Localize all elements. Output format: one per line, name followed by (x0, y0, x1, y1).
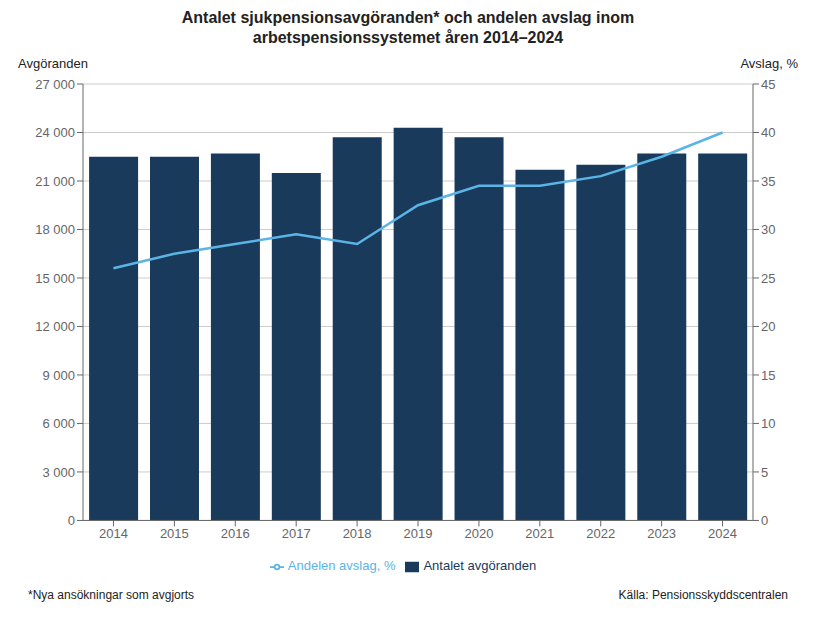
svg-text:0: 0 (761, 513, 768, 528)
svg-text:2022: 2022 (586, 526, 615, 541)
svg-text:2018: 2018 (343, 526, 372, 541)
svg-text:18 000: 18 000 (35, 222, 75, 237)
svg-text:30: 30 (761, 222, 775, 237)
html-text:*Nya ansökningar som avgjorts: *Nya ansökningar som avgjorts (28, 588, 195, 602)
svg-text:40: 40 (761, 125, 775, 140)
svg-text:3 000: 3 000 (42, 465, 75, 480)
svg-text:2017: 2017 (282, 526, 311, 541)
html-text:Antalet sjukpensionsavgöranden: Antalet sjukpensionsavgöranden* och ande… (181, 9, 635, 46)
svg-text:27 000: 27 000 (35, 77, 75, 92)
svg-text:15: 15 (761, 368, 775, 383)
svg-text:20: 20 (761, 319, 775, 334)
svg-text:15 000: 15 000 (35, 271, 75, 286)
svg-text:0: 0 (68, 513, 75, 528)
svg-text:2019: 2019 (404, 526, 433, 541)
svg-text:2016: 2016 (221, 526, 250, 541)
svg-text:2020: 2020 (464, 526, 493, 541)
svg-text:2024: 2024 (708, 526, 737, 541)
svg-text:2023: 2023 (647, 526, 676, 541)
html-text:Antalet avgöranden: Antalet avgöranden (423, 558, 537, 574)
svg-text:35: 35 (761, 174, 775, 189)
svg-text:24 000: 24 000 (35, 125, 75, 140)
svg-text:2021: 2021 (525, 526, 554, 541)
html-text:Avgöranden: Avgöranden (18, 56, 88, 71)
svg-text:2014: 2014 (99, 526, 128, 541)
svg-text:2015: 2015 (160, 526, 189, 541)
svg-text:5: 5 (761, 465, 768, 480)
svg-text:6 000: 6 000 (42, 416, 75, 431)
svg-text:12 000: 12 000 (35, 319, 75, 334)
svg-text:10: 10 (761, 416, 775, 431)
html-text:Källa: Pensionsskyddscentralen: Källa: Pensionsskyddscentralen (618, 588, 788, 602)
svg-text:25: 25 (761, 271, 775, 286)
svg-text:9 000: 9 000 (42, 368, 75, 383)
svg-text:45: 45 (761, 77, 775, 92)
html-text:Avslag, %: Avslag, % (740, 56, 798, 71)
html-text:Andelen avslag, %: Andelen avslag, % (287, 558, 396, 574)
svg-text:21 000: 21 000 (35, 174, 75, 189)
